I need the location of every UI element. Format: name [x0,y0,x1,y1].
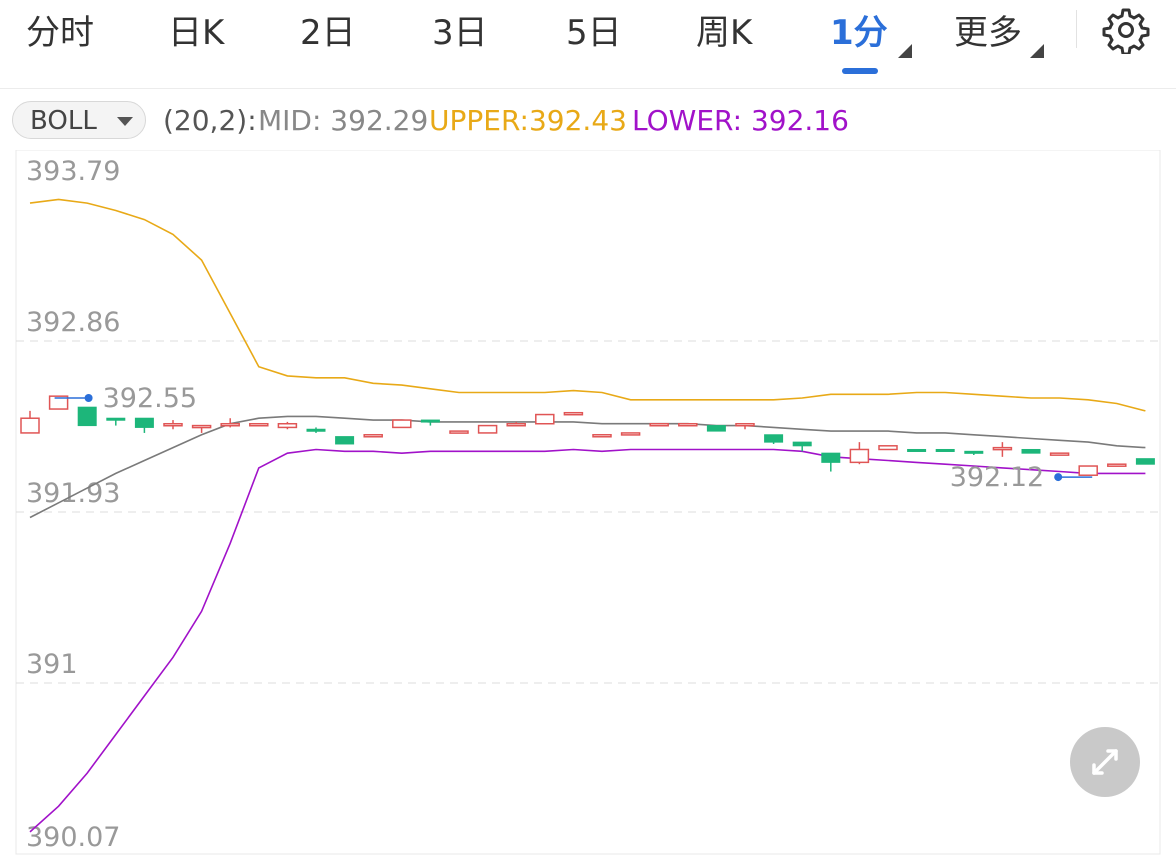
candle-body-up [477,424,498,434]
plot-frame [15,150,1161,855]
candle-body-up [535,413,555,425]
candle-body-up [249,422,269,427]
chart-canvas: 393.79 392.86 391.93 391 390.07 392.55 392.12 [15,150,1161,855]
indicator-row: BOLL (20,2): MID: 392.29 UPPER:392.43 LO… [0,98,1176,144]
candle-body-up [563,411,584,416]
indicator-upper: UPPER:392.43 [429,104,627,137]
candle-body-up [163,422,183,427]
caret-down-icon [117,117,133,126]
max-price-label: 392.55 [103,383,197,414]
candle-body-down [77,406,97,427]
candle-body-up [878,445,898,451]
candle-body-up [592,434,612,438]
candle-body-down [935,448,955,452]
tab-divider [1076,10,1077,48]
y-tick-label: 391 [26,649,78,680]
max-marker-dot [84,394,93,402]
indicator-select-value: BOLL [30,106,97,136]
candle-body-up [449,430,469,434]
candle-body-up [20,417,40,434]
y-tick-label: 393.79 [26,156,120,187]
candle-body-down [1021,448,1041,454]
tab-timeshare[interactable]: 分时 [26,13,94,53]
candle-body-up [620,432,641,436]
period-tab-bar: 分时 日K 2日 3日 5日 周K 1分 更多 [0,0,1176,89]
candle-body-up [1107,463,1127,467]
candle-body-up [735,422,755,427]
candle-body-up [48,395,69,410]
dropdown-corner-icon [1030,44,1044,58]
candle-body-up [649,422,669,427]
active-tab-indicator [842,68,878,74]
settings-button[interactable] [1102,6,1150,56]
min-marker-dot [1054,473,1063,482]
candle-body-up [392,419,412,429]
candle-body-down [821,452,841,463]
candle-body-up [191,424,212,429]
y-tick-label: 391.93 [26,478,120,509]
candle-body-up [1078,465,1098,476]
candle-body-down [134,417,154,428]
boll-lower-line [29,448,1146,833]
tab-more[interactable]: 更多 [954,13,1022,53]
boll-mid-line [29,415,1146,519]
candle-body-up [678,422,698,427]
candle-body-up [277,422,298,429]
expand-icon [1092,749,1118,775]
gear-icon [1102,8,1150,56]
candle-body-down [335,436,355,445]
min-price-label: 392.12 [950,462,1044,493]
candle-body-down [706,425,726,432]
candle-body-up [1049,452,1070,456]
y-tick-label: 392.86 [26,307,120,338]
tab-5-day[interactable]: 5日 [566,13,622,53]
indicator-select[interactable]: BOLL [12,101,146,139]
candle-body-up [220,422,240,427]
indicator-params: (20,2): [163,104,257,137]
candle-body-down [306,428,326,432]
candle-body-down [1135,458,1155,465]
y-tick-label: 390.07 [26,822,120,853]
candle-body-up [992,446,1013,451]
fullscreen-button[interactable] [1070,727,1140,797]
tab-daily-k[interactable]: 日K [168,13,225,53]
tab-weekly-k[interactable]: 周K [696,13,753,53]
candle-body-down [764,434,784,443]
tab-3-day[interactable]: 3日 [432,13,488,53]
candle-body-down [964,450,984,454]
candle-body-down [106,417,126,421]
tab-1-minute[interactable]: 1分 [830,13,888,53]
candle-body-down [420,419,440,423]
boll-upper-line [29,198,1146,412]
candlestick-chart[interactable]: 393.79 392.86 391.93 391 390.07 392.55 392.12 [0,150,1176,858]
candle-body-down [907,448,927,452]
candle-body-up [506,422,526,427]
tab-2-day[interactable]: 2日 [300,13,356,53]
indicator-lower: LOWER: 392.16 [632,104,849,137]
candle-body-up [849,448,870,464]
dropdown-corner-icon [898,44,912,58]
indicator-mid: MID: 392.29 [258,104,429,137]
candle-body-up [363,434,383,438]
candle-body-down [792,441,812,447]
